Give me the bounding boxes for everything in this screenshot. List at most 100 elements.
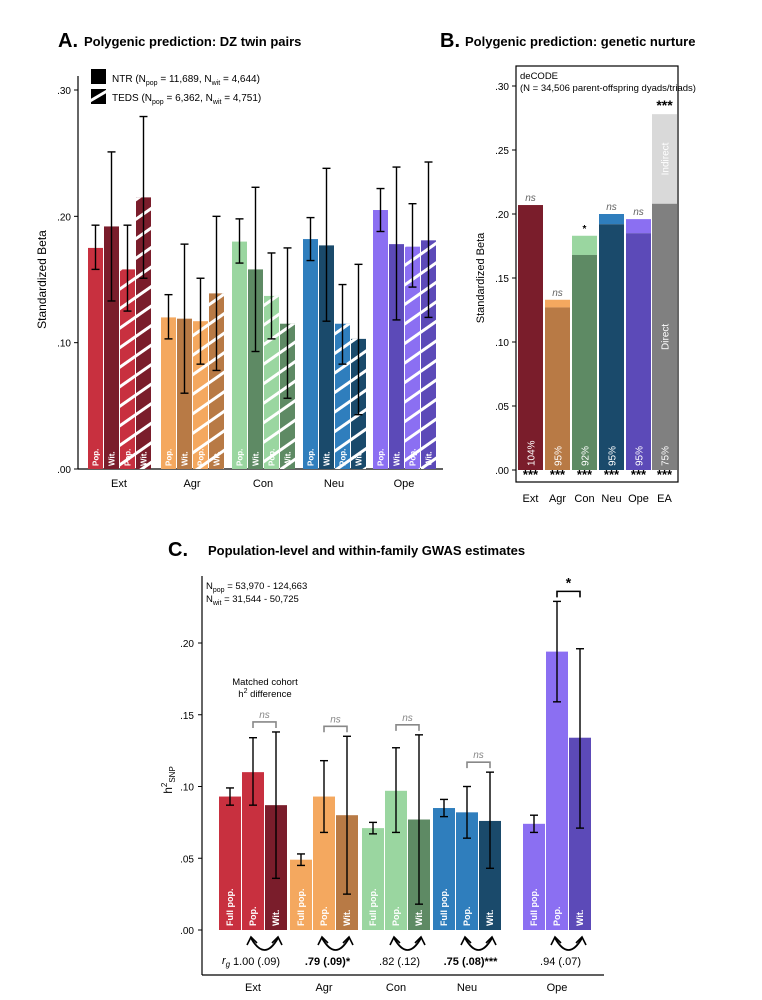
panel-c-rg-value: 1.00 (.09)	[233, 956, 280, 968]
panel-a-bar-hatch	[193, 321, 208, 469]
panel-a-errorbar	[123, 224, 132, 312]
panel-c-ytick-label: .15	[180, 711, 194, 722]
panel-c-errorbar	[320, 759, 328, 834]
panel-a-bar	[88, 247, 103, 469]
panel-a-bar-label: Wit.	[323, 451, 332, 466]
panel-c-rg-value: .79 (.09)*	[305, 956, 351, 968]
panel-c-bar-label: Wit.	[414, 910, 424, 926]
panel-a-ytick-label: .20	[57, 212, 71, 223]
legend-teds-swatch	[89, 89, 108, 104]
panel-c-bar	[546, 651, 568, 930]
matched-cohort-label-2: h2 difference	[238, 688, 291, 700]
panel-b-ytick-label: .25	[495, 146, 509, 157]
panel-a-category-label: Ope	[394, 478, 415, 490]
panel-c-category-label: Agr	[315, 982, 332, 994]
panel-b-ytick-label: .15	[495, 274, 509, 285]
panel-c-bar-label: Full pop.	[439, 889, 449, 927]
panel-a-errorbar	[376, 187, 385, 233]
panel-b-direct-label: Direct	[661, 324, 672, 350]
panel-c-errorbar	[369, 821, 377, 835]
panel-a-bar	[232, 241, 247, 469]
panel-c-bar	[456, 812, 478, 930]
panel-a-bar	[248, 269, 263, 469]
panel-c-group-ext: Full pop. Pop. Wit. ns 1.00 (.09) Ext	[219, 710, 287, 994]
panel-c-category-label: Neu	[457, 982, 477, 994]
panel-c-bar-label: Pop.	[462, 907, 472, 927]
panel-b-bar-con: * 92%*** Con	[572, 224, 597, 505]
panel-a-bar-hatch	[120, 269, 135, 469]
panel-c-sig-label: *	[566, 574, 572, 590]
panel-a-bar-label: Wit.	[213, 451, 222, 466]
legend-teds-label: TEDS (Npop = 6,362, Nwit = 4,751)	[112, 93, 261, 106]
panel-c-ylabel: h2SNP	[160, 766, 177, 794]
panel-c-plot: .00 .05 .10 .15 .20 Full pop. Pop. Wit. ns 1.00 (…	[180, 574, 604, 994]
panel-a-bar-label: Pop.	[307, 449, 316, 466]
panel-a-bar-label: Pop.	[165, 449, 174, 466]
panel-c-category-label: Ext	[245, 982, 261, 994]
panel-a-bar-hatch	[405, 246, 420, 469]
panel-c-bar	[313, 796, 335, 930]
panel-c-bar-label: Pop.	[319, 907, 329, 927]
panel-c-bar	[569, 737, 591, 930]
panel-b-sig-bottom: ***	[550, 467, 566, 482]
panel-a-group-ext: Pop. Wit. Pop. Wit. Ext	[88, 115, 151, 490]
panel-b-bar-neu: ns 95%*** Neu	[599, 202, 624, 505]
panel-c-bar-label: Wit.	[342, 910, 352, 926]
panel-b-category-label: Con	[574, 493, 594, 505]
panel-a-bar	[373, 210, 388, 469]
panel-a-category-label: Ext	[111, 478, 127, 490]
panel-c-rg-arrowhead-left	[550, 935, 562, 946]
panel-c-ytick-label: .10	[180, 783, 194, 794]
panel-c-sig-bracket	[252, 721, 277, 728]
panel-b-sig-bottom: ***	[523, 467, 539, 482]
panel-b-sig-bottom: ***	[631, 467, 647, 482]
panel-b-category-label: EA	[657, 493, 672, 505]
panel-a-errorbar	[180, 243, 189, 394]
panel-c-rg-value: .94 (.07)	[540, 956, 581, 968]
panel-a-bar-label: Pop.	[377, 449, 386, 466]
panel-a-bar-hatch	[335, 323, 350, 469]
panel-b-percent-label: 95%	[635, 446, 646, 466]
panel-a-errorbar	[235, 218, 244, 264]
panel-a-group-ope: Pop. Wit. Pop. Wit. Ope	[373, 161, 436, 490]
panel-a-bar-label: Wit.	[425, 451, 434, 466]
panel-b-category-label: Ext	[523, 493, 539, 505]
panel-c-errorbar	[415, 734, 423, 905]
panel-a-bar	[104, 226, 119, 469]
panel-a-ytick-label: .30	[57, 86, 71, 97]
panel-c-bar-label: Full pop.	[225, 889, 235, 927]
panel-c-errorbar	[553, 600, 561, 703]
panel-b-sig-top: ***	[656, 97, 673, 113]
panel-b-sig-top: ns	[552, 288, 563, 299]
panel-a-errorbar	[354, 263, 363, 416]
panel-b-percent-label: 92%	[581, 446, 592, 466]
panel-c-rg-arrowhead-right	[414, 935, 426, 946]
panel-a-errorbar	[424, 161, 433, 319]
panel-a-title: Polygenic prediction: DZ twin pairs	[84, 34, 301, 49]
panel-a-group-agr: Pop. Wit. Pop. Wit. Agr	[161, 215, 224, 490]
panel-c-bar-label: Wit.	[485, 910, 495, 926]
panel-b-ytick-label: .10	[495, 338, 509, 349]
panel-c-bar	[290, 859, 312, 930]
panel-b-sig-bottom: ***	[604, 467, 620, 482]
panel-b-ytick-label: .20	[495, 210, 509, 221]
panel-a-ylabel: Standardized Beta	[35, 230, 49, 329]
panel-c-rg-arrow	[393, 937, 422, 951]
panel-c-errorbar	[392, 747, 400, 834]
panel-b-category-label: Ope	[628, 493, 649, 505]
panel-b-percent-label: 104%	[527, 440, 538, 466]
panel-c-rg-arrow	[464, 937, 493, 951]
panel-c-rg-arrowhead-right	[575, 935, 587, 946]
panel-c-bar-label: Pop.	[552, 907, 562, 927]
panel-c-errorbar	[297, 853, 305, 867]
panel-a-errorbar	[212, 215, 221, 372]
panel-c-rg-arrow	[321, 937, 350, 951]
panel-b-indirect-segment	[626, 219, 651, 234]
panel-c-sig-bracket	[556, 590, 581, 598]
panel-a-errorbar	[267, 252, 276, 340]
panel-c-ytick-label: .00	[180, 926, 194, 937]
panel-a-errorbar	[306, 216, 315, 262]
panel-b-ylabel: Standardized Beta	[475, 232, 487, 323]
